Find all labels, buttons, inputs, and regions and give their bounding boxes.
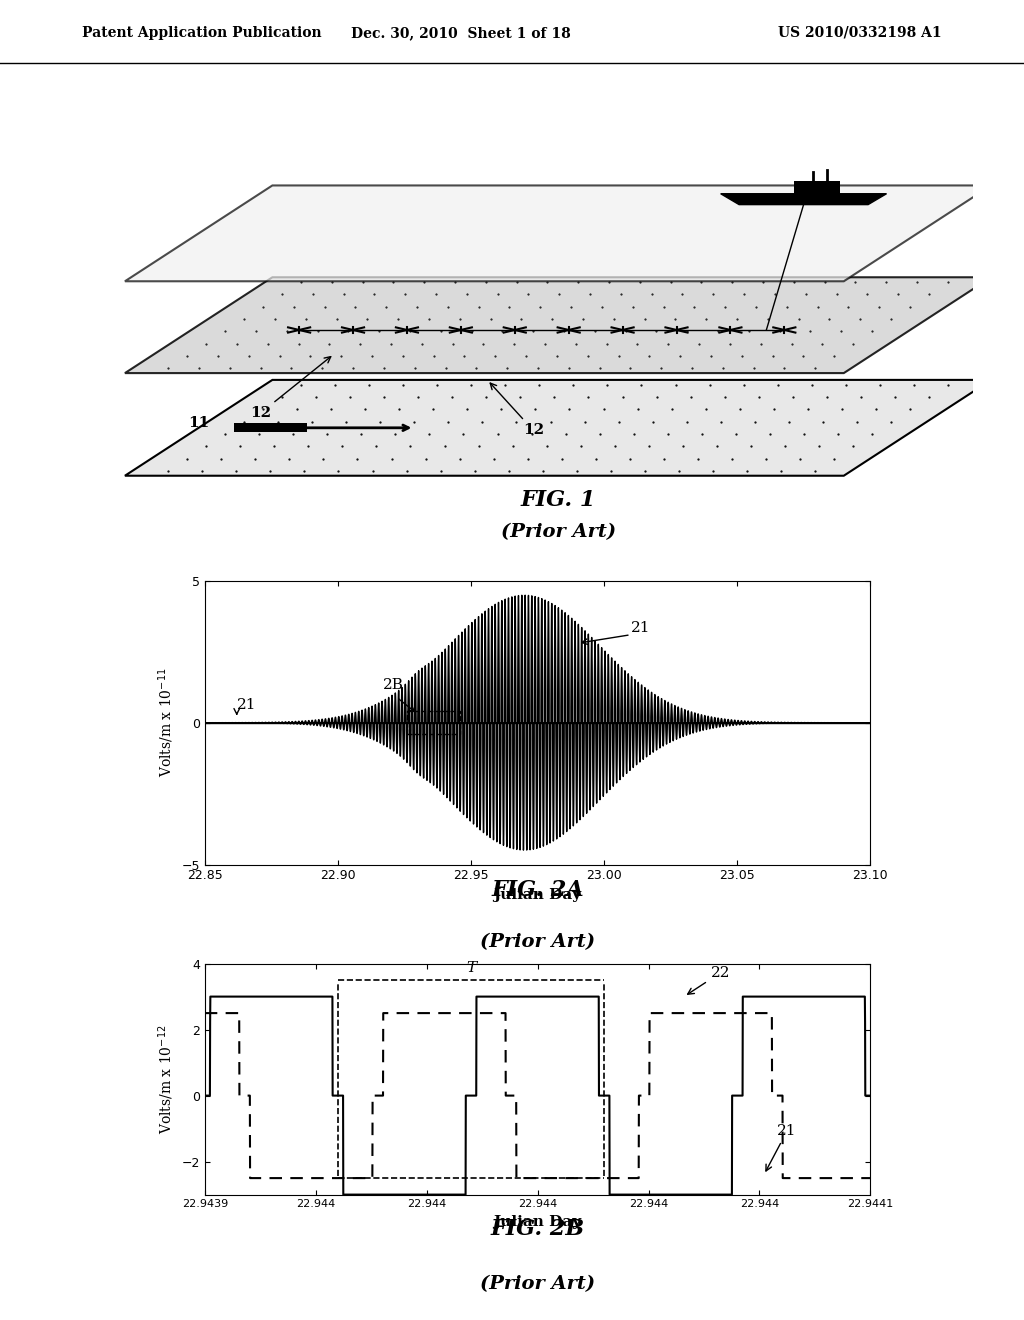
Polygon shape [125,185,991,281]
Text: US 2010/0332198 A1: US 2010/0332198 A1 [778,26,942,40]
Text: 21: 21 [237,697,256,711]
Text: FIG. 2A: FIG. 2A [492,879,584,902]
Text: 12: 12 [490,383,544,437]
Text: (Prior Art): (Prior Art) [501,523,615,541]
Text: Dec. 30, 2010  Sheet 1 of 18: Dec. 30, 2010 Sheet 1 of 18 [351,26,570,40]
Text: Patent Application Publication: Patent Application Publication [82,26,322,40]
Y-axis label: Volts/m x 10$^{-12}$: Volts/m x 10$^{-12}$ [157,1024,176,1134]
Text: (Prior Art): (Prior Art) [480,933,595,950]
Polygon shape [721,194,887,205]
Polygon shape [125,380,991,475]
Polygon shape [795,181,841,194]
Text: 2B: 2B [383,677,404,692]
Polygon shape [233,424,307,432]
Text: 21: 21 [766,1125,797,1171]
Text: 11: 11 [187,416,209,430]
Polygon shape [125,277,991,374]
Bar [408,711,461,734]
Text: 22: 22 [688,966,730,994]
Text: FIG. 2B: FIG. 2B [490,1218,585,1241]
Text: FIG. 1: FIG. 1 [520,488,596,511]
Text: (Prior Art): (Prior Art) [480,1275,595,1292]
X-axis label: Julian Day: Julian Day [494,1214,582,1229]
Text: T: T [466,961,476,975]
Text: 21: 21 [631,620,650,635]
Y-axis label: Volts/m x 10$^{-11}$: Volts/m x 10$^{-11}$ [157,668,176,777]
Text: 12: 12 [250,356,331,420]
X-axis label: Julian Day: Julian Day [494,888,582,902]
